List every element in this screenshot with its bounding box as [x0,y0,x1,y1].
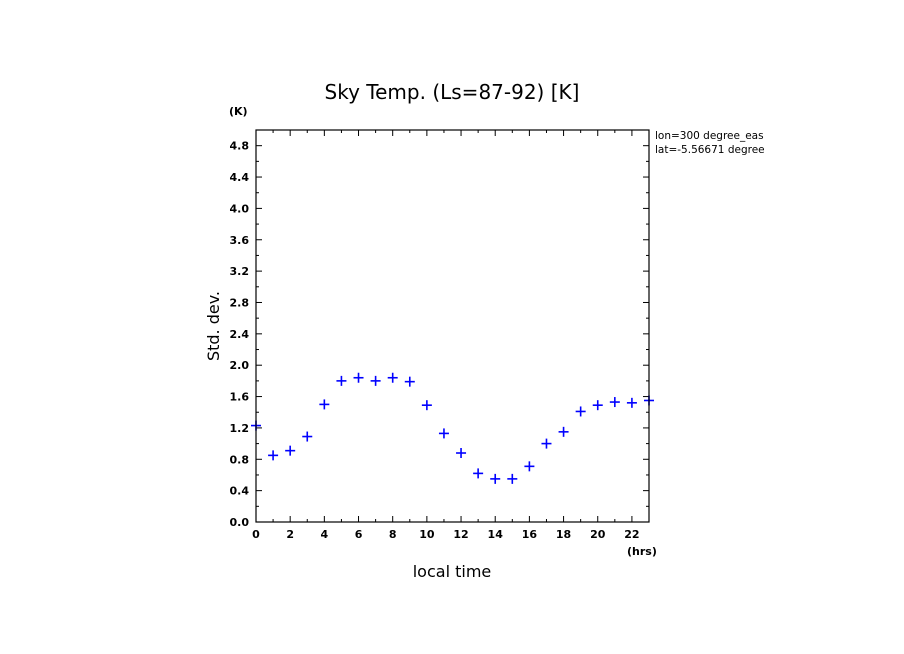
data-point [473,468,484,479]
y-tick-label: 4.0 [230,202,250,215]
x-tick-label: 22 [624,528,639,541]
data-point [319,399,330,410]
x-tick-label: 20 [590,528,606,541]
y-tick-label: 2.8 [230,296,250,309]
data-point [541,438,552,449]
y-tick-label: 0.8 [230,453,250,466]
data-point [507,473,518,484]
plot-frame [255,129,650,523]
x-tick-label: 6 [355,528,363,541]
data-point [370,375,381,386]
latitude-annotation: lat=-5.56671 degree [655,144,765,156]
longitude-annotation: lon=300 degree_eas [655,130,764,142]
x-tick-label: 12 [453,528,468,541]
data-point [456,448,467,459]
y-axis-label: Std. dev. [204,291,223,361]
x-tick-label: 10 [419,528,435,541]
x-tick-label: 4 [321,528,329,541]
y-tick-label: 4.8 [230,140,250,153]
y-tick-label: 1.2 [230,422,250,435]
data-point [575,406,586,417]
x-tick-label: 2 [286,528,294,541]
x-tick-label: 18 [556,528,571,541]
y-tick-label: 1.6 [230,391,250,404]
y-tick-label: 2.0 [230,359,250,372]
data-point [421,400,432,411]
data-point [592,400,603,411]
chart-title: Sky Temp. (Ls=87-92) [K] [325,80,580,104]
axis-ticks [255,130,649,523]
data-point [524,461,535,472]
y-tick-label: 2.4 [230,328,250,341]
x-tick-label: 14 [488,528,504,541]
data-point [268,450,279,461]
x-tick-label: 8 [389,528,397,541]
data-point [404,376,415,387]
data-point [387,372,398,383]
x-tick-label: 0 [252,528,260,541]
y-tick-label: 0.4 [230,485,250,498]
data-point [609,397,620,408]
data-point [626,397,637,408]
data-point [302,431,313,442]
data-point [336,375,347,386]
x-unit-label: (hrs) [627,545,657,558]
y-tick-label: 3.6 [230,234,250,247]
y-tick-label: 0.0 [230,516,250,529]
data-point [490,473,501,484]
data-point [558,426,569,437]
x-axis-label: local time [413,562,492,581]
data-point [353,372,364,383]
y-unit-label: (K) [229,105,248,118]
tick-labels: 0.0 0.4 0.8 1.2 1.6 2.0 2.4 2.8 3.2 3.6 4.0 4.4 4.8 0… [230,140,640,541]
y-tick-label: 4.4 [230,171,250,184]
data-point [285,445,296,456]
data-point [438,428,449,439]
y-tick-label: 3.2 [230,265,250,278]
x-tick-label: 16 [522,528,538,541]
data-points [251,372,654,484]
